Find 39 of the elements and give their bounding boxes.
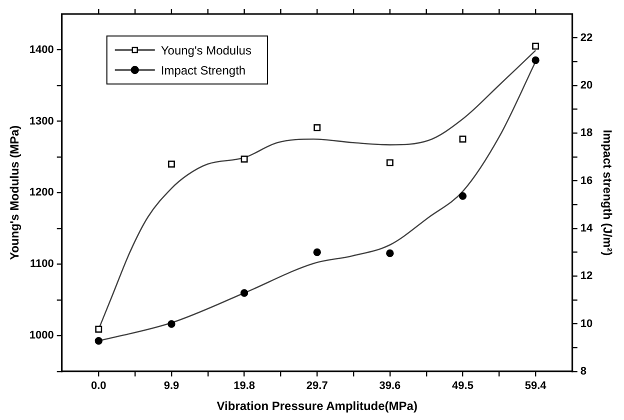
y2-tick-label: 12 xyxy=(580,270,593,282)
legend-label: Impact Strength xyxy=(160,63,246,78)
y-tick-label: 1200 xyxy=(29,186,54,199)
point xyxy=(313,248,321,256)
x-tick-label: 49.5 xyxy=(452,380,474,392)
x-axis-title: Vibration Pressure Amplitude(MPa) xyxy=(216,399,418,414)
y-tick-label: 1300 xyxy=(29,115,54,128)
y2-tick-label: 22 xyxy=(580,32,593,44)
point xyxy=(168,160,175,168)
point xyxy=(532,42,540,50)
point xyxy=(94,337,102,345)
x-tick-label: 59.4 xyxy=(524,380,548,392)
x-tick-label: 19.8 xyxy=(234,380,256,392)
point xyxy=(240,156,248,163)
y2-tick-label: 14 xyxy=(580,222,594,234)
y2-tick-label: 10 xyxy=(580,318,593,330)
y2-tick-label: 20 xyxy=(580,80,593,92)
y-tick-label: 1400 xyxy=(29,44,54,56)
point xyxy=(459,136,466,143)
y-tick-label: 1000 xyxy=(29,330,54,342)
x-tick-label: 0.0 xyxy=(91,380,106,392)
y2-tick-label: 18 xyxy=(580,127,593,140)
point xyxy=(458,192,467,200)
y2-tick-label: 8 xyxy=(580,365,586,378)
x-tick-label: 29.7 xyxy=(306,380,328,392)
y-tick-label: 1100 xyxy=(30,258,54,270)
point xyxy=(168,320,176,328)
y-axis-title: Young's Modulus (MPa) xyxy=(8,125,22,260)
point xyxy=(95,326,102,333)
y2-axis-title: Impact strength (J/m²) xyxy=(600,130,614,256)
legend-label: Young's Modulus xyxy=(160,43,252,58)
point xyxy=(386,249,394,258)
point xyxy=(532,56,540,64)
y2-tick-label: 16 xyxy=(580,174,593,187)
point xyxy=(314,124,321,132)
point xyxy=(386,159,394,166)
x-tick-label: 39.6 xyxy=(379,380,401,392)
point xyxy=(240,289,248,297)
x-tick-label: 9.9 xyxy=(164,380,180,392)
